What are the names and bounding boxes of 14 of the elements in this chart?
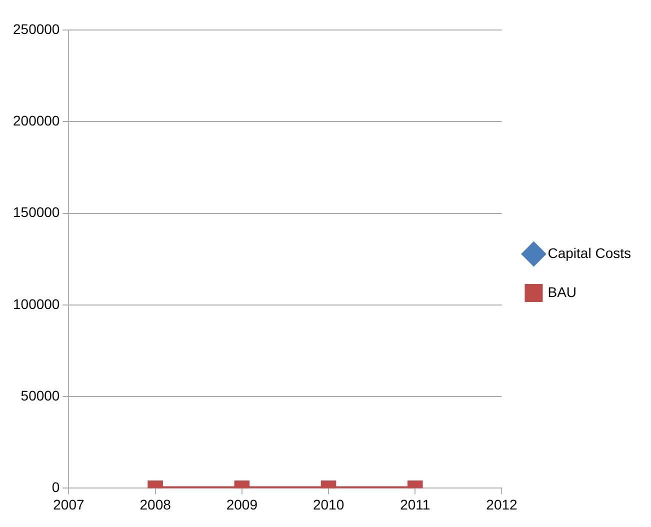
x-tick-label: 2007 [53, 496, 84, 512]
y-tick-label: 50000 [20, 387, 60, 404]
x-tick-label: 2008 [140, 496, 172, 512]
y-tick-label: 250000 [13, 20, 60, 37]
legend-label: Capital Costs [548, 244, 632, 261]
y-tick-label: 150000 [13, 204, 60, 220]
x-tick-label: 2009 [226, 496, 258, 512]
x-tick-label: 2011 [400, 496, 430, 512]
y-tick-label: 200000 [13, 112, 60, 128]
y-tick-label: 0 [52, 479, 60, 496]
y-tick-label: 100000 [13, 296, 60, 312]
x-tick-label: 2010 [312, 496, 344, 512]
x-tick-label: 2012 [486, 496, 518, 512]
legend-label: BAU [548, 284, 577, 300]
